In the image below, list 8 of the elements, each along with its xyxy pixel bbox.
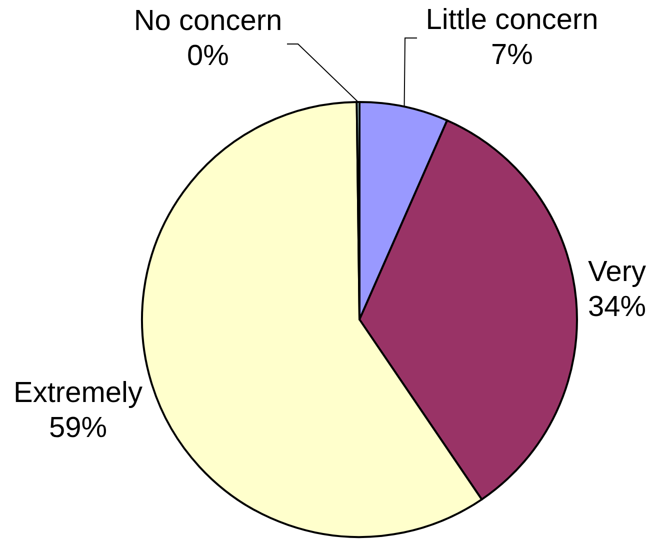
data-label: 34% xyxy=(588,291,646,323)
data-label: 0% xyxy=(187,40,229,72)
data-label: 7% xyxy=(491,39,533,71)
slice-label: Extremely xyxy=(14,377,143,409)
slice-label: No concern xyxy=(134,5,282,37)
data-label: 59% xyxy=(48,412,108,444)
slice-label: Very xyxy=(588,256,647,288)
slice-label: Little concern xyxy=(426,4,598,36)
